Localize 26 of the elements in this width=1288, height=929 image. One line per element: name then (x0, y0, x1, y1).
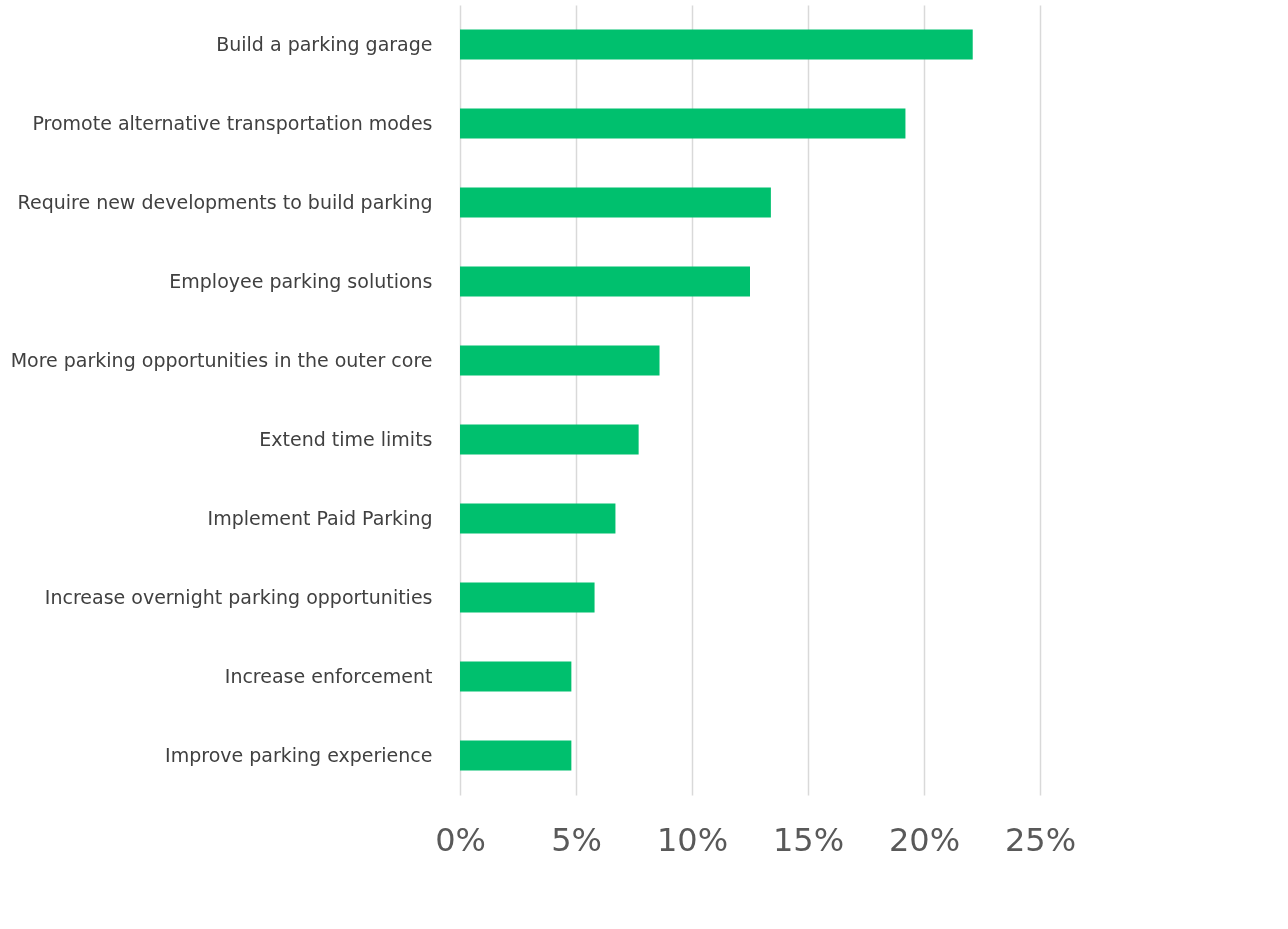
x-tick-label: 15% (772, 820, 845, 859)
bar (460, 661, 572, 692)
y-tick-label: Extend time limits (259, 427, 433, 450)
bar (460, 108, 906, 139)
y-tick-label: Implement Paid Parking (207, 506, 433, 529)
x-tick-label: 5% (551, 820, 602, 859)
bar (460, 29, 973, 60)
bar (460, 740, 572, 771)
y-tick-label: Promote alternative transportation modes (32, 111, 433, 134)
y-tick-label: Require new developments to build parking (17, 190, 433, 213)
x-tick-label: 10% (656, 820, 729, 859)
bar (460, 503, 616, 534)
x-tick-label: 25% (1004, 820, 1077, 859)
y-tick-label: Improve parking experience (165, 743, 433, 766)
bar (460, 266, 750, 297)
y-tick-label: Increase overnight parking opportunities (44, 585, 433, 608)
x-tick-label: 20% (888, 820, 961, 859)
bar (460, 345, 660, 376)
y-tick-label: Build a parking garage (216, 32, 433, 55)
y-tick-label: Increase enforcement (224, 664, 433, 687)
y-tick-label: More parking opportunities in the outer core (10, 348, 433, 371)
y-tick-label: Employee parking solutions (169, 269, 433, 292)
bar (460, 582, 595, 613)
bar (460, 424, 639, 455)
bar (460, 187, 771, 218)
x-tick-label: 0% (435, 820, 486, 859)
